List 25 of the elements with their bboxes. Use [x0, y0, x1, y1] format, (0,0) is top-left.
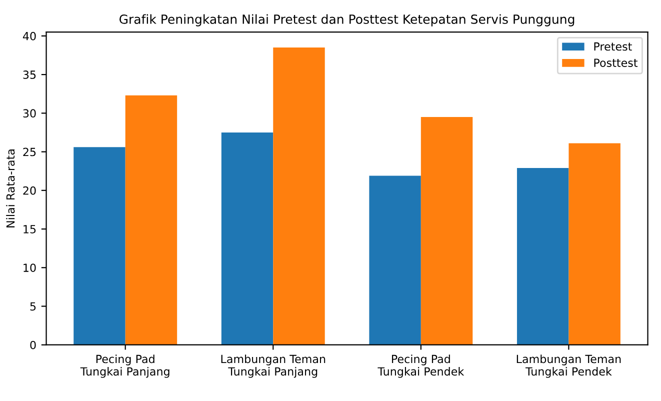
bar	[125, 95, 178, 345]
bar	[273, 48, 325, 345]
y-tick-label: 10	[24, 264, 36, 272]
bar	[221, 132, 274, 345]
chart-title: Grafik Peningkatan Nilai Pretest dan Posttest Ketepatan Servis Punggung	[120, 14, 574, 26]
y-tick-label: 20	[23, 186, 36, 195]
x-tick-label: Lambungan Teman Tungkai Panjang	[221, 354, 326, 378]
bar	[369, 176, 421, 345]
y-tick-label: 35	[23, 70, 36, 79]
bar	[420, 117, 473, 345]
bar	[568, 143, 620, 345]
legend-label: Posttest	[594, 58, 638, 67]
y-axis-title: Nilai Rata-rata	[6, 150, 15, 228]
legend-label: Pretest	[594, 42, 632, 51]
y-tick-label: 0	[30, 340, 36, 350]
y-tick-label: 25	[23, 148, 36, 156]
bar	[516, 168, 569, 345]
y-tick-label: 30	[23, 109, 36, 118]
y-tick-label: 40	[22, 32, 36, 40]
x-tick-label: Pecing Pad Tungkai Pendek	[378, 354, 464, 378]
bar	[74, 147, 126, 345]
y-tick-label: 5	[30, 302, 36, 311]
y-tick-label: 15	[24, 225, 36, 234]
x-tick-label: Pecing Pad Tungkai Panjang	[80, 354, 170, 378]
x-tick-label: Lambungan Teman Tungkai Pendek	[516, 354, 621, 378]
